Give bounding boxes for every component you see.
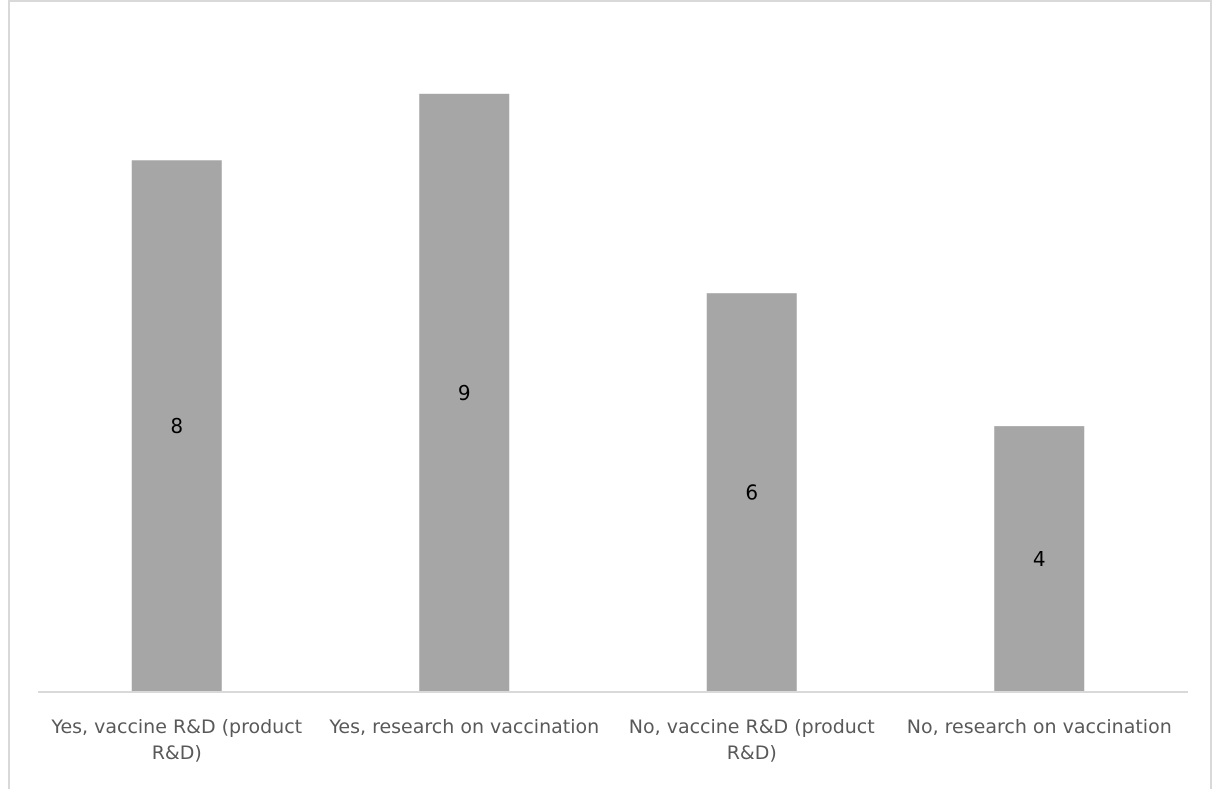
bar-3: [706, 293, 797, 692]
data-label-2: 9: [458, 381, 471, 405]
data-label-1: 8: [170, 414, 183, 438]
chart-frame: [8, 0, 1212, 789]
x-tick-label-3: No, vaccine R&D (product R&D): [628, 716, 875, 764]
x-tick-label-2: Yes, research on vaccination: [329, 716, 600, 738]
bar-2: [419, 93, 510, 693]
data-label-3: 6: [745, 481, 758, 505]
bar-4: [994, 426, 1085, 692]
data-label-4: 4: [1033, 547, 1046, 571]
x-tick-label-4: No, research on vaccination: [906, 716, 1172, 738]
x-tick-label-1: Yes, vaccine R&D (product R&D): [51, 716, 303, 764]
bar-1: [131, 160, 222, 692]
